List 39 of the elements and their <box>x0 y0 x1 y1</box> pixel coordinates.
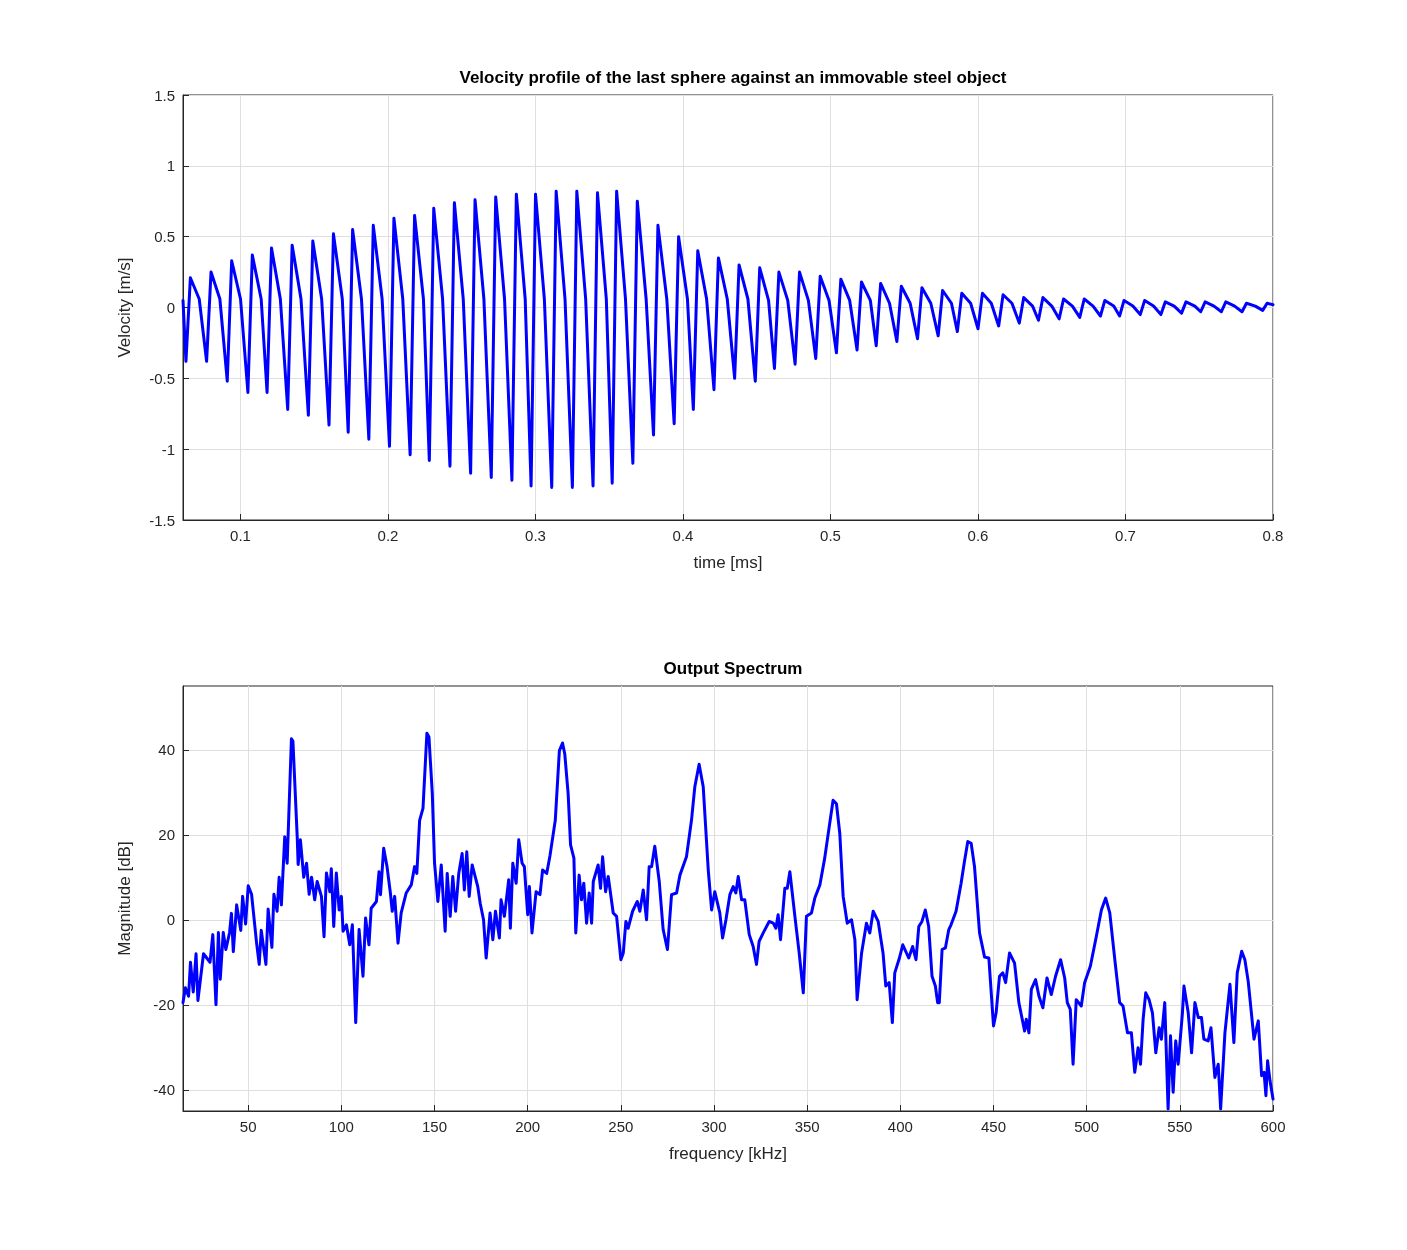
x-tick-label: 0.7 <box>1115 527 1136 544</box>
x-tick-label: 150 <box>422 1118 448 1135</box>
x-tick-label: 0.8 <box>1262 527 1284 544</box>
x-tick-label: 0.6 <box>967 527 989 544</box>
line-series <box>181 189 1275 489</box>
x-tick-label: 0.3 <box>525 527 546 544</box>
x-tick-label: 0.1 <box>230 527 251 544</box>
y-tick-label: -1 <box>161 440 175 458</box>
y-axis-title: Velocity [m/s] <box>115 257 134 358</box>
y-tick-label: -0.5 <box>149 369 175 387</box>
y-axis-title: Magnitude [dB] <box>115 841 134 956</box>
y-tick-label: 1.5 <box>154 86 175 104</box>
x-tick-label: 250 <box>608 1118 634 1135</box>
chart-title: Output Spectrum <box>663 659 803 678</box>
x-tick-label: 550 <box>1167 1118 1193 1135</box>
x-tick-label: 0.2 <box>377 527 399 544</box>
x-tick-label: 400 <box>887 1118 913 1135</box>
x-tick-label: 0.5 <box>820 527 841 544</box>
y-tick-label: 0 <box>166 299 175 316</box>
x-tick-label: 300 <box>701 1118 727 1135</box>
x-tick-label: 50 <box>239 1118 257 1135</box>
x-tick-label: 600 <box>1260 1118 1286 1135</box>
x-axis-title: time [ms] <box>693 553 763 572</box>
y-tick-label: 1 <box>166 157 175 175</box>
x-tick-label: 0.4 <box>672 527 694 544</box>
y-tick-label: 20 <box>158 826 175 844</box>
y-tick-label: -20 <box>153 996 175 1014</box>
x-tick-label: 200 <box>515 1118 541 1135</box>
y-tick-label: 0 <box>166 911 175 929</box>
chart-title: Velocity profile of the last sphere against an immovable steel object <box>459 68 1007 87</box>
x-tick-label: 500 <box>1074 1118 1100 1135</box>
y-tick-label: 40 <box>158 741 175 759</box>
y-tick-label: -1.5 <box>149 511 175 529</box>
x-tick-label: 350 <box>794 1118 820 1135</box>
y-tick-label: 0.5 <box>154 228 175 246</box>
x-axis-title: frequency [kHz] <box>668 1144 788 1163</box>
x-tick-label: 100 <box>328 1118 354 1135</box>
y-tick-label: -40 <box>153 1081 175 1099</box>
x-tick-label: 450 <box>981 1118 1007 1135</box>
